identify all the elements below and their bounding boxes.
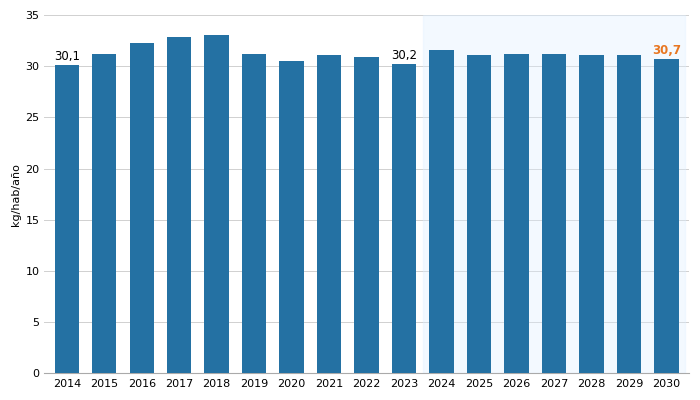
Text: 30,1: 30,1 <box>54 50 80 63</box>
Bar <box>467 55 491 373</box>
Y-axis label: kg/hab/año: kg/hab/año <box>11 163 21 226</box>
Text: 30,7: 30,7 <box>652 44 681 56</box>
Bar <box>429 50 454 373</box>
Bar <box>317 55 342 373</box>
Bar <box>279 61 304 373</box>
Bar <box>242 54 266 373</box>
Bar <box>354 57 379 373</box>
Bar <box>92 54 116 373</box>
Bar <box>542 54 566 373</box>
Bar <box>423 15 685 373</box>
Bar <box>617 55 641 373</box>
Bar <box>167 37 191 373</box>
Bar <box>504 54 528 373</box>
Bar <box>580 55 603 373</box>
Bar <box>204 34 229 373</box>
Bar <box>392 64 416 373</box>
Bar <box>654 59 678 373</box>
Bar <box>130 43 154 373</box>
Text: 30,2: 30,2 <box>391 49 417 62</box>
Bar <box>55 65 79 373</box>
